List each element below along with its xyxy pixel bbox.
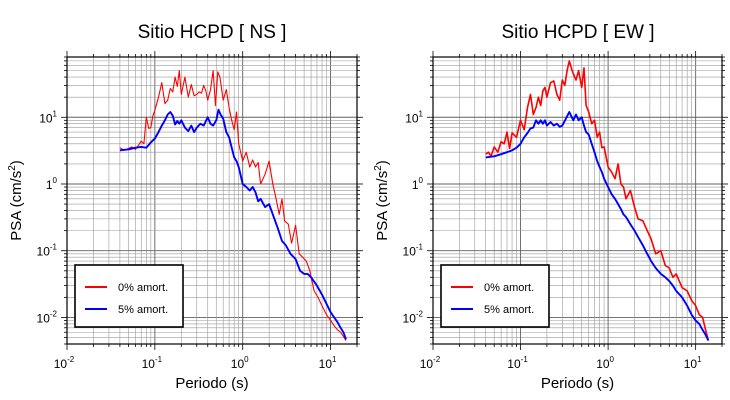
plot-frame bbox=[66, 56, 358, 345]
y-tick-label: 10-2 bbox=[403, 309, 424, 325]
x-tick-label: 100 bbox=[231, 355, 249, 371]
y-tick-label: 10 bbox=[46, 176, 58, 192]
y-tick-label: 10-1 bbox=[403, 243, 424, 259]
y-axis-label-main: PSA (cm/s bbox=[374, 171, 391, 241]
y-tick-exponent: 0 bbox=[419, 176, 424, 185]
y-tick-base: 10 bbox=[405, 111, 419, 125]
y-axis-label-close: ) bbox=[374, 160, 391, 165]
x-tick-exponent: -2 bbox=[67, 355, 75, 364]
y-tick-exponent: -2 bbox=[50, 309, 58, 318]
x-tick-exponent: -2 bbox=[433, 355, 441, 364]
x-tick-label: 10-2 bbox=[420, 355, 441, 371]
y-tick-label: 10 bbox=[412, 176, 424, 192]
x-tick-label: 10-1 bbox=[142, 355, 163, 371]
y-tick-exponent: 1 bbox=[419, 109, 424, 118]
x-tick-exponent: 0 bbox=[244, 355, 249, 364]
legend: 0% amort. 5% amort. bbox=[74, 264, 184, 328]
y-tick-exponent: 1 bbox=[53, 109, 58, 118]
chart-title: Sitio HCPD [ EW ] bbox=[501, 22, 654, 43]
legend: 0% amort. 5% amort. bbox=[440, 264, 550, 328]
legend-box bbox=[440, 264, 550, 328]
x-tick-label: 100 bbox=[596, 355, 614, 371]
y-tick-base: 10 bbox=[403, 311, 417, 325]
x-axis-label: Periodo (s) bbox=[541, 375, 614, 392]
y-axis-label-sup: 2 bbox=[373, 165, 384, 171]
y-tick-base: 10 bbox=[39, 111, 53, 125]
y-tick-exponent: -1 bbox=[50, 243, 58, 252]
y-tick-base: 10 bbox=[37, 245, 51, 259]
y-tick-label: 10-2 bbox=[37, 309, 58, 325]
legend-label: 5% amort. bbox=[484, 304, 534, 316]
x-tick-label: 10-1 bbox=[507, 355, 528, 371]
grid bbox=[433, 57, 722, 344]
y-axis-label: PSA (cm/s2) bbox=[373, 160, 391, 241]
x-tick-base: 10 bbox=[231, 357, 245, 371]
y-axis-label-sup: 2 bbox=[7, 165, 18, 171]
y-tick-exponent: 0 bbox=[53, 176, 58, 185]
legend-box bbox=[74, 264, 184, 328]
x-tick-label: 10-2 bbox=[54, 355, 75, 371]
x-tick-label: 101 bbox=[684, 355, 702, 371]
tick-marks bbox=[427, 51, 728, 350]
plot-frame bbox=[432, 56, 723, 345]
x-tick-exponent: 0 bbox=[610, 355, 615, 364]
y-tick-base: 1 bbox=[412, 178, 419, 192]
legend-label: 5% amort. bbox=[118, 304, 168, 316]
x-tick-exponent: -1 bbox=[155, 355, 163, 364]
x-tick-base: 10 bbox=[507, 357, 521, 371]
chart-panel-ew: Sitio HCPD [ EW ]10-2 10-1 100 10110-210-11… bbox=[373, 22, 728, 392]
series-line-red bbox=[119, 70, 347, 341]
series-line-red bbox=[485, 60, 710, 341]
x-tick-exponent: -1 bbox=[521, 355, 529, 364]
chart-panel-ns: Sitio HCPD [ NS ]10-2 10-1 100 10110-210-11… bbox=[7, 22, 363, 392]
x-tick-base: 10 bbox=[684, 357, 698, 371]
y-axis-label-close: ) bbox=[8, 160, 25, 165]
y-tick-base: 10 bbox=[37, 311, 51, 325]
x-tick-label: 101 bbox=[319, 355, 337, 371]
y-axis-label: PSA (cm/s2) bbox=[7, 160, 25, 241]
y-tick-base: 1 bbox=[46, 178, 53, 192]
x-tick-base: 10 bbox=[319, 357, 333, 371]
series-line-blue bbox=[485, 111, 710, 342]
x-tick-base: 10 bbox=[54, 357, 68, 371]
y-tick-exponent: -1 bbox=[416, 243, 424, 252]
chart-title: Sitio HCPD [ NS ] bbox=[138, 22, 287, 43]
legend-label: 0% amort. bbox=[484, 282, 534, 294]
series-line-blue bbox=[119, 108, 347, 340]
y-tick-label: 10-1 bbox=[37, 243, 58, 259]
x-axis-label: Periodo (s) bbox=[175, 375, 248, 392]
x-tick-base: 10 bbox=[420, 357, 434, 371]
legend-label: 0% amort. bbox=[118, 282, 168, 294]
y-axis-label-main: PSA (cm/s bbox=[8, 171, 25, 241]
y-tick-label: 101 bbox=[405, 109, 423, 125]
x-tick-base: 10 bbox=[596, 357, 610, 371]
x-tick-exponent: 1 bbox=[697, 355, 702, 364]
x-tick-exponent: 1 bbox=[332, 355, 337, 364]
y-tick-base: 10 bbox=[403, 245, 417, 259]
y-tick-label: 101 bbox=[39, 109, 57, 125]
x-tick-base: 10 bbox=[142, 357, 156, 371]
y-tick-exponent: -2 bbox=[416, 309, 424, 318]
